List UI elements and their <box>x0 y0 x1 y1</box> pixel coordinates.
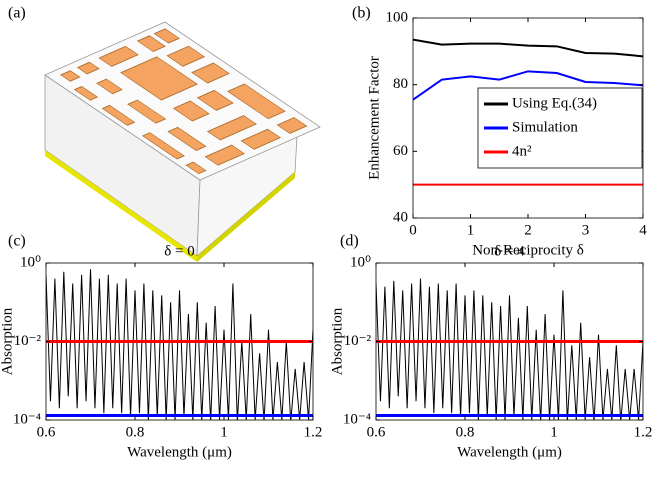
panel-label: (c) <box>8 233 26 250</box>
y-tick-label: 10⁻² <box>14 333 42 349</box>
y-tick-label: 10⁻⁴ <box>13 411 41 427</box>
legend-label: Using Eq.(34) <box>512 95 597 111</box>
data-line <box>413 38 643 58</box>
y-axis-label: Absorption <box>0 307 15 375</box>
x-axis-label: Non-Reciprocity δ <box>472 242 584 258</box>
panel-label: (d) <box>340 233 359 250</box>
legend-label: 4n² <box>512 143 532 159</box>
data-line <box>376 278 643 420</box>
x-tick-label: 0.6 <box>37 424 56 440</box>
y-tick-label: 10⁻⁴ <box>343 411 371 427</box>
data-line <box>46 269 313 420</box>
x-tick-label: 1 <box>467 222 475 238</box>
panel-label: (b) <box>352 5 371 22</box>
device-illustration <box>45 22 320 262</box>
y-tick-label: 80 <box>393 76 408 92</box>
x-tick-label: 1 <box>220 424 228 440</box>
y-tick-label: 40 <box>393 209 408 225</box>
y-tick-label: 10⁰ <box>20 254 41 270</box>
y-tick-label: 10⁻² <box>344 333 372 349</box>
data-line <box>413 70 643 101</box>
x-axis-label: Wavelength (μm) <box>127 444 232 460</box>
x-tick-label: 4 <box>639 222 647 238</box>
x-tick-label: 0.8 <box>456 424 475 440</box>
panel-label: (a) <box>8 5 26 22</box>
x-tick-label: 0.8 <box>126 424 145 440</box>
y-tick-label: 10⁰ <box>350 254 371 270</box>
x-axis-label: Wavelength (μm) <box>457 444 562 460</box>
x-tick-label: 1.2 <box>304 424 323 440</box>
legend-label: Simulation <box>512 119 578 135</box>
chart-title: δ = 0 <box>164 243 195 259</box>
chart-title: δ = 4 <box>494 243 525 259</box>
x-tick-label: 1 <box>550 424 558 440</box>
y-tick-label: 60 <box>393 143 408 159</box>
x-tick-label: 1.2 <box>634 424 653 440</box>
x-tick-label: 0 <box>409 222 417 238</box>
x-tick-label: 0.6 <box>367 424 386 440</box>
x-tick-label: 2 <box>524 222 532 238</box>
y-axis-label: Absorption <box>329 307 345 375</box>
x-tick-label: 3 <box>582 222 590 238</box>
y-tick-label: 100 <box>386 9 409 25</box>
y-axis-label: Enhancement Factor <box>366 56 382 180</box>
